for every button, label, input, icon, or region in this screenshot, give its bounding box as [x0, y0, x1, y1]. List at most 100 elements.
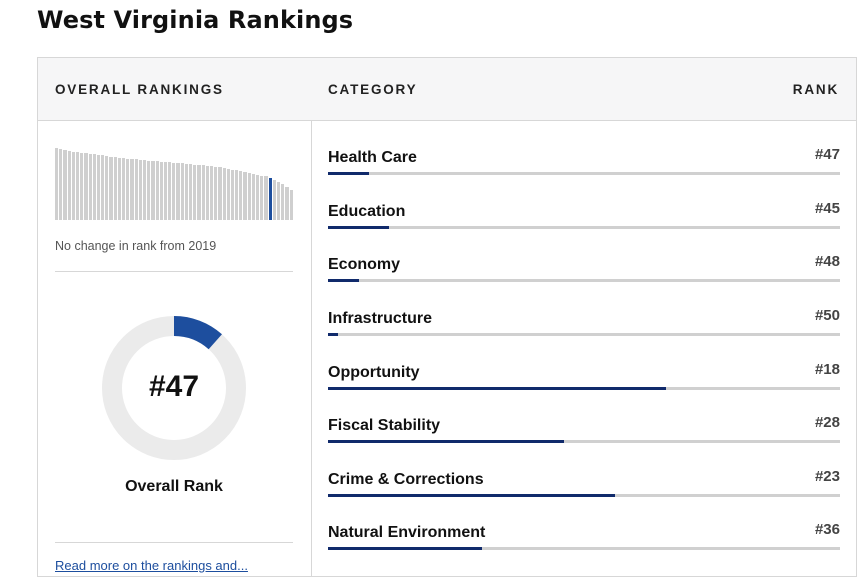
trend-bar — [256, 174, 260, 220]
category-header: CATEGORY RANK — [311, 58, 856, 121]
category-row-natural-environment[interactable]: Natural Environment #36 — [328, 521, 840, 564]
divider — [55, 542, 293, 543]
rank-track — [328, 547, 840, 550]
category-rank: #36 — [814, 521, 840, 538]
rank-track — [328, 226, 840, 229]
trend-bar — [168, 161, 172, 220]
trend-bar — [247, 172, 251, 220]
category-row-education[interactable]: Education #45 — [328, 200, 840, 243]
trend-bar — [92, 153, 96, 220]
rank-fill — [328, 226, 390, 229]
trend-bar — [130, 158, 134, 220]
trend-bar — [235, 169, 239, 220]
trend-bar — [197, 164, 201, 220]
trend-bar — [201, 164, 205, 220]
trend-bar — [134, 158, 138, 220]
trend-bar — [205, 165, 209, 220]
trend-bar — [126, 158, 130, 220]
category-row-crime-corrections[interactable]: Crime & Corrections #23 — [328, 468, 840, 511]
trend-bar — [96, 154, 101, 220]
rank-change-text: No change in rank from 2019 — [55, 239, 217, 253]
category-row-infrastructure[interactable]: Infrastructure #50 — [328, 307, 840, 350]
trend-bar — [63, 149, 67, 220]
trend-bar — [113, 156, 117, 220]
rank-trend-bar-chart — [55, 146, 293, 220]
trend-bar — [75, 151, 80, 220]
trend-bar — [184, 163, 188, 220]
category-rank: #23 — [814, 468, 840, 485]
rank-track — [328, 172, 840, 175]
rank-fill — [328, 440, 564, 443]
category-rank: #45 — [814, 200, 840, 217]
trend-bar — [260, 175, 264, 220]
category-rank: #50 — [814, 307, 840, 324]
trend-bar — [281, 184, 285, 220]
trend-bar — [230, 169, 235, 220]
divider — [55, 271, 293, 272]
trend-bar — [289, 190, 293, 220]
trend-bar — [222, 167, 226, 220]
overall-rankings-header: OVERALL RANKINGS — [38, 58, 311, 121]
trend-bar — [122, 157, 126, 220]
category-name: Education — [328, 203, 406, 220]
trend-bar — [155, 160, 159, 220]
rank-track — [328, 387, 840, 390]
rank-track — [328, 279, 840, 282]
category-row-health-care[interactable]: Health Care #47 — [328, 146, 840, 189]
category-rank: #18 — [814, 361, 840, 378]
rank-fill — [328, 333, 339, 336]
category-rankings-column: CATEGORY RANK Health Care #47 Education … — [311, 58, 856, 576]
rankings-methodology-link[interactable]: Read more on the rankings and... — [55, 558, 248, 573]
category-row-fiscal-stability[interactable]: Fiscal Stability #28 — [328, 414, 840, 457]
trend-bar — [117, 157, 121, 220]
category-heading: CATEGORY — [328, 82, 418, 97]
rank-track — [328, 494, 840, 497]
trend-bar — [180, 162, 184, 220]
category-name: Natural Environment — [328, 524, 486, 541]
trend-bar — [243, 171, 247, 220]
rank-fill — [328, 494, 615, 497]
overall-rank-donut — [102, 316, 246, 460]
trend-bar — [105, 155, 109, 220]
category-name: Fiscal Stability — [328, 417, 441, 434]
category-rank: #28 — [814, 414, 840, 431]
category-name: Health Care — [328, 149, 417, 166]
trend-bar — [239, 170, 243, 220]
category-row-opportunity[interactable]: Opportunity #18 — [328, 361, 840, 404]
category-rank: #48 — [814, 253, 840, 270]
trend-bar — [84, 152, 88, 220]
trend-bar — [159, 161, 163, 220]
rankings-panel: OVERALL RANKINGS No change in rank from … — [37, 57, 857, 577]
trend-bar — [163, 161, 168, 220]
trend-bar — [55, 147, 59, 220]
category-name: Crime & Corrections — [328, 471, 484, 488]
trend-bar — [151, 160, 155, 220]
category-row-economy[interactable]: Economy #48 — [328, 253, 840, 296]
donut-rank-arc — [102, 316, 246, 460]
trend-bar — [172, 162, 176, 220]
rank-fill — [328, 172, 369, 175]
rank-fill — [328, 279, 359, 282]
trend-bar — [264, 175, 268, 220]
trend-bar — [272, 179, 276, 220]
trend-bar — [101, 154, 105, 220]
trend-bar — [88, 153, 92, 220]
overall-rank-label: Overall Rank — [125, 478, 223, 495]
trend-bar — [226, 168, 230, 220]
rank-track — [328, 440, 840, 443]
trend-bar — [109, 156, 113, 220]
trend-bar — [138, 159, 142, 220]
trend-bar — [214, 166, 218, 220]
category-name: Opportunity — [328, 364, 420, 381]
trend-bar — [59, 148, 63, 220]
rank-track — [328, 333, 840, 336]
trend-bar — [285, 187, 289, 220]
trend-bar — [80, 152, 84, 220]
trend-bar — [209, 165, 214, 220]
trend-bar — [276, 181, 281, 220]
trend-bar — [176, 162, 180, 220]
page-title: West Virginia Rankings — [37, 6, 354, 34]
trend-bar — [142, 159, 147, 220]
category-name: Economy — [328, 256, 401, 273]
rank-fill — [328, 387, 666, 390]
